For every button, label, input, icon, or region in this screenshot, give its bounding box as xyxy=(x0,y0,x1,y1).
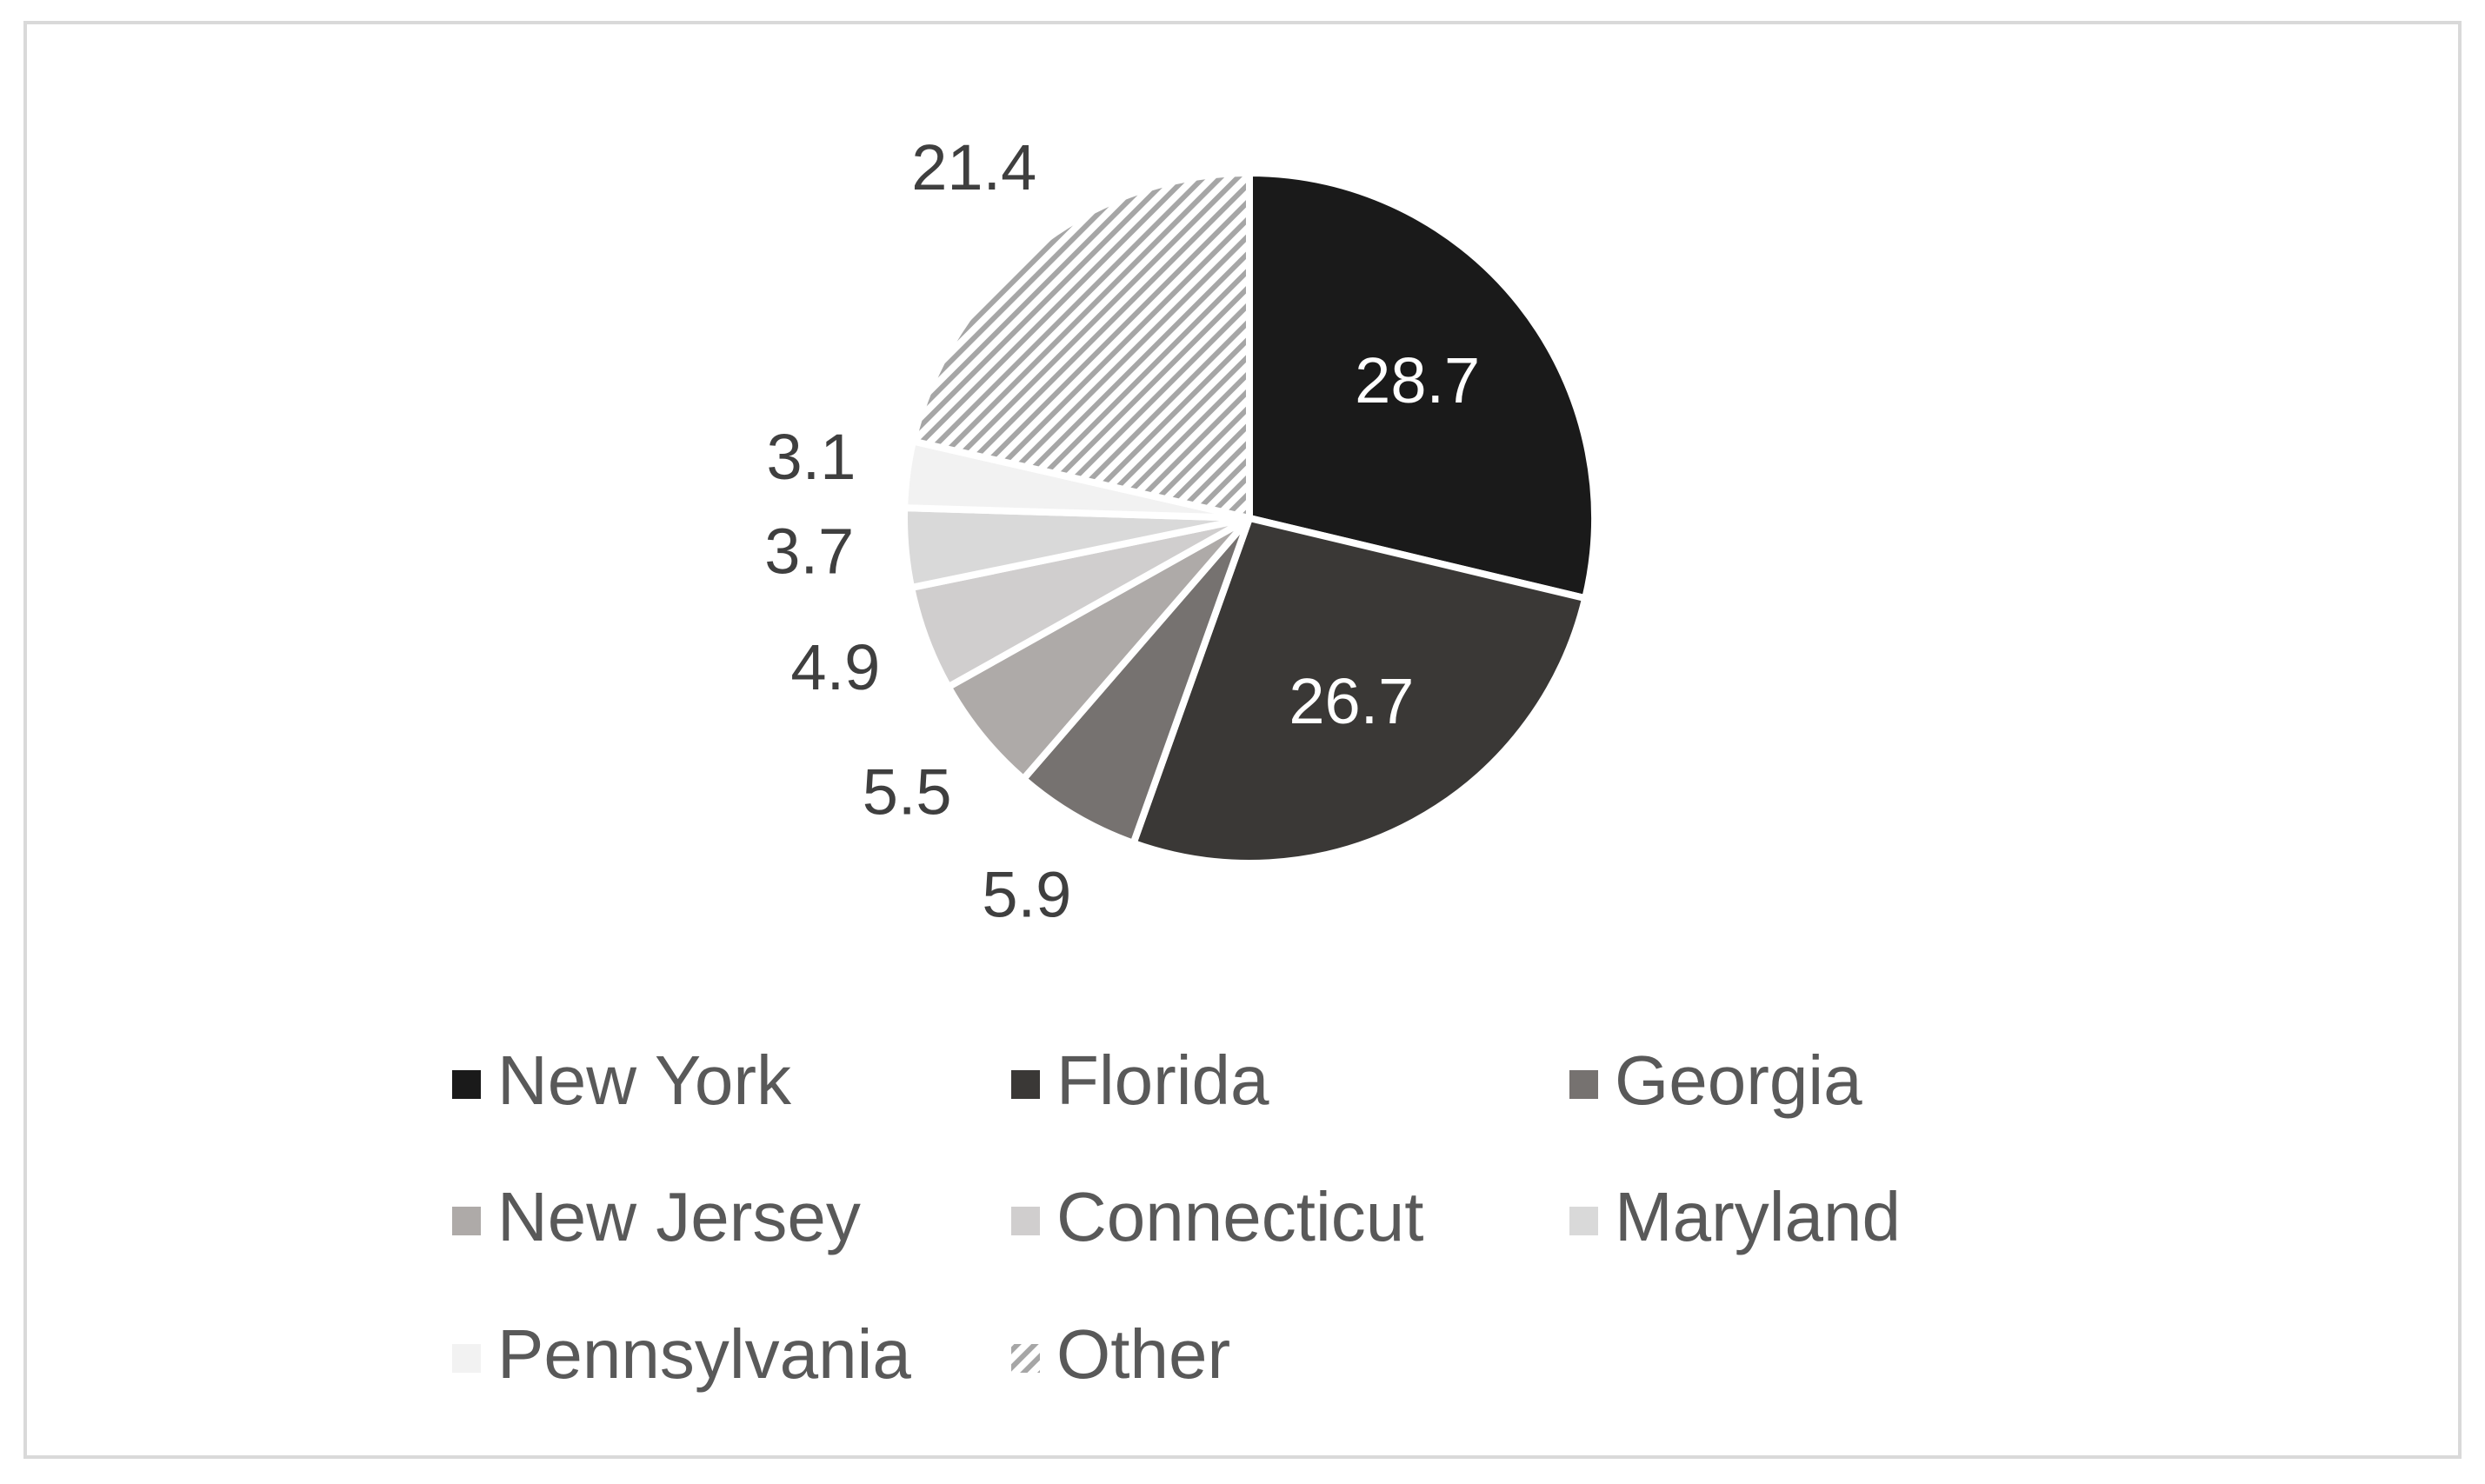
data-label: 3.1 xyxy=(767,421,856,493)
data-label: 5.9 xyxy=(982,858,1071,930)
data-label: 21.4 xyxy=(911,131,1036,203)
legend-swatch xyxy=(1569,1207,1598,1235)
pie-slice xyxy=(1246,170,1598,602)
legend-swatch xyxy=(1011,1344,1040,1373)
legend-label: Maryland xyxy=(1615,1178,1901,1255)
data-label: 26.7 xyxy=(1289,665,1414,737)
legend-swatch xyxy=(452,1207,481,1235)
legend-swatch xyxy=(452,1070,481,1099)
data-label: 3.7 xyxy=(764,515,854,587)
legend-label: New Jersey xyxy=(497,1178,861,1255)
legend-label: Georgia xyxy=(1615,1041,1862,1119)
data-label: 5.5 xyxy=(863,756,952,829)
legend-swatch xyxy=(452,1344,481,1373)
legend-label: Connecticut xyxy=(1056,1178,1423,1255)
legend-swatch xyxy=(1569,1070,1598,1099)
pie-slice xyxy=(909,170,1253,522)
legend-label: Other xyxy=(1056,1315,1230,1393)
legend-swatch xyxy=(1011,1070,1040,1099)
legend-label: Florida xyxy=(1056,1041,1269,1119)
legend-label: Pennsylvania xyxy=(497,1315,911,1393)
data-label: 28.7 xyxy=(1355,344,1480,416)
data-label: 4.9 xyxy=(790,631,880,703)
legend-swatch xyxy=(1011,1207,1040,1235)
pie-slice xyxy=(1129,515,1589,867)
legend-label: New York xyxy=(497,1041,792,1119)
